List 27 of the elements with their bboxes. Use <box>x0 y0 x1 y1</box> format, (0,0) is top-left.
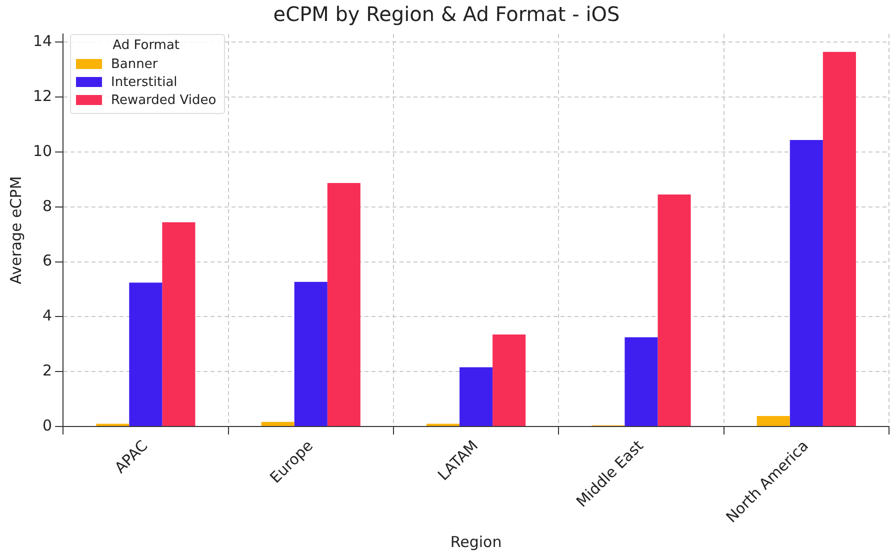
bar <box>162 222 196 426</box>
legend-label: Interstitial <box>111 74 178 90</box>
y-tick-label: 14 <box>32 32 52 50</box>
legend-label: Rewarded Video <box>111 92 216 108</box>
bar <box>624 337 658 426</box>
bar <box>294 282 328 426</box>
y-tick-label: 10 <box>32 142 52 160</box>
bar <box>261 422 294 426</box>
y-tick-label: 6 <box>42 252 52 270</box>
bar <box>327 183 360 426</box>
y-tick-label: 12 <box>32 87 52 106</box>
bar <box>460 367 493 426</box>
legend-title: Ad Format <box>112 38 181 53</box>
legend-label: Banner <box>111 56 158 72</box>
y-tick-label: 4 <box>42 306 52 325</box>
bar <box>822 52 856 426</box>
bar <box>492 334 526 426</box>
y-tick-label: 0 <box>42 416 52 434</box>
y-tick-label: 2 <box>42 361 52 380</box>
chart-title: eCPM by Region & Ad Format - iOS <box>273 2 620 26</box>
bar <box>658 194 691 426</box>
bar <box>756 416 790 426</box>
bar <box>129 282 162 426</box>
x-axis-title: Region <box>450 532 502 551</box>
y-axis-title: Average eCPM <box>6 176 25 284</box>
bar <box>790 140 823 426</box>
y-tick-label: 8 <box>42 196 52 215</box>
